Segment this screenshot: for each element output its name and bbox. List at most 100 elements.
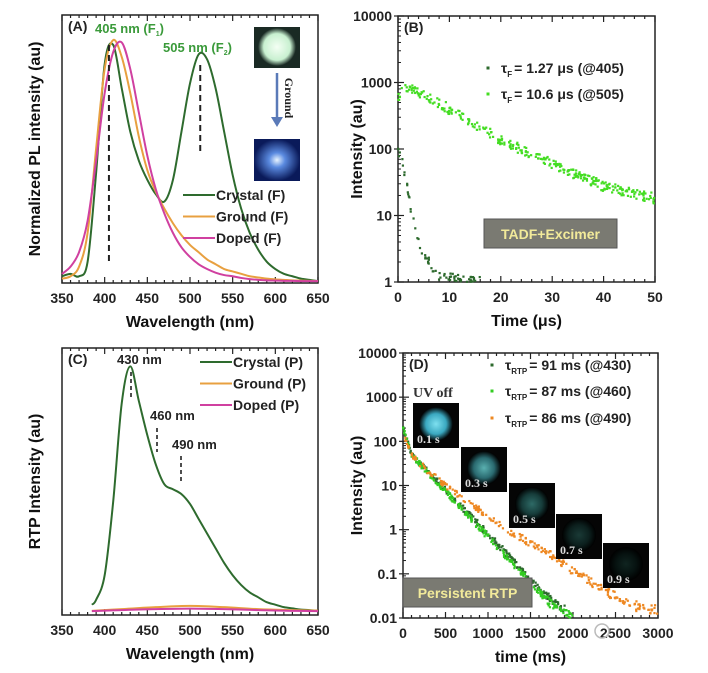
data-point — [512, 143, 515, 147]
data-point — [545, 592, 548, 596]
data-point — [641, 193, 644, 196]
data-point — [513, 559, 517, 562]
data-point — [477, 505, 480, 508]
data-point — [409, 449, 412, 452]
data-point — [422, 464, 425, 468]
data-point — [571, 168, 575, 171]
data-point — [638, 608, 641, 611]
x-tick-label: 350 — [50, 622, 74, 638]
data-point — [547, 604, 550, 607]
photo-glow — [515, 487, 549, 521]
data-point — [427, 258, 430, 261]
data-point — [590, 577, 593, 580]
data-point — [502, 555, 506, 559]
data-point — [513, 535, 516, 538]
data-point — [508, 559, 512, 562]
tau-subscript: RTP — [511, 420, 528, 429]
data-point — [547, 602, 550, 605]
data-point — [443, 274, 446, 277]
data-point — [561, 561, 564, 564]
legend-marker — [490, 389, 494, 393]
data-point — [631, 190, 634, 193]
data-point — [541, 158, 544, 161]
data-point — [457, 278, 461, 281]
data-point — [428, 471, 431, 474]
data-point — [462, 510, 465, 513]
data-point — [638, 603, 641, 606]
data-point — [485, 513, 488, 516]
data-point — [397, 98, 400, 101]
data-point — [540, 593, 543, 596]
data-point — [518, 538, 521, 542]
data-point — [582, 574, 586, 577]
data-point — [470, 122, 474, 126]
data-point — [623, 601, 626, 604]
data-point — [488, 534, 491, 537]
x-tick-label: 1500 — [515, 625, 546, 641]
x-tick-label: 2500 — [600, 625, 631, 641]
data-point — [547, 551, 550, 554]
data-point — [500, 546, 503, 549]
data-point — [469, 279, 473, 282]
data-point — [516, 151, 519, 154]
data-point — [649, 194, 652, 198]
panel-d: 0 500 1000 1500 2000 2500 3000 0.01 0.1 1 10 100 100… — [349, 345, 674, 666]
data-point — [537, 586, 540, 589]
data-point — [550, 166, 553, 170]
data-point — [456, 495, 459, 498]
data-point — [638, 193, 641, 196]
data-point — [551, 600, 554, 603]
data-point — [509, 144, 512, 147]
data-point — [596, 584, 599, 587]
watermark-icon — [594, 623, 610, 639]
data-point — [548, 158, 551, 161]
data-point — [632, 189, 635, 192]
data-point — [509, 555, 512, 558]
data-point — [548, 606, 551, 609]
data-point — [449, 278, 452, 281]
data-point — [455, 491, 459, 494]
photo-ground — [254, 139, 300, 181]
data-point — [527, 155, 530, 159]
data-point — [520, 533, 523, 537]
panel-c: 350 400 450 500 550 600 650 Wavelength (nm) RTP … — [27, 347, 330, 663]
tau-symbol: τ — [505, 410, 512, 426]
data-point — [554, 599, 557, 602]
data-point — [505, 552, 508, 555]
x-axis-label: time (ms) — [495, 649, 566, 666]
data-point — [419, 92, 423, 96]
data-point — [567, 169, 571, 172]
data-point — [558, 165, 562, 168]
data-point — [548, 597, 551, 600]
data-point — [410, 455, 413, 458]
data-point — [449, 272, 452, 275]
data-point — [475, 504, 478, 507]
data-point — [424, 257, 427, 260]
data-point — [443, 272, 446, 276]
data-point — [513, 567, 516, 570]
data-point — [511, 560, 514, 563]
data-point — [410, 88, 413, 92]
data-point — [544, 552, 547, 555]
data-point — [483, 530, 486, 534]
data-point — [474, 518, 477, 521]
legend-label: Crystal (P) — [233, 354, 303, 370]
data-point — [633, 195, 636, 198]
data-point — [481, 528, 485, 531]
data-point — [473, 123, 477, 126]
tau-subscript: F — [507, 96, 512, 105]
data-point — [576, 174, 579, 178]
data-point — [478, 529, 481, 532]
data-point — [530, 154, 533, 157]
data-point — [475, 519, 478, 522]
data-point — [628, 604, 631, 607]
data-point — [415, 457, 418, 461]
data-point — [549, 594, 552, 598]
data-point — [468, 119, 471, 123]
x-tick-label: 600 — [264, 622, 288, 638]
data-point — [600, 588, 603, 591]
data-point — [420, 467, 423, 470]
data-point — [652, 202, 655, 205]
y-tick-label: 10 — [376, 208, 392, 224]
data-point — [608, 187, 611, 190]
